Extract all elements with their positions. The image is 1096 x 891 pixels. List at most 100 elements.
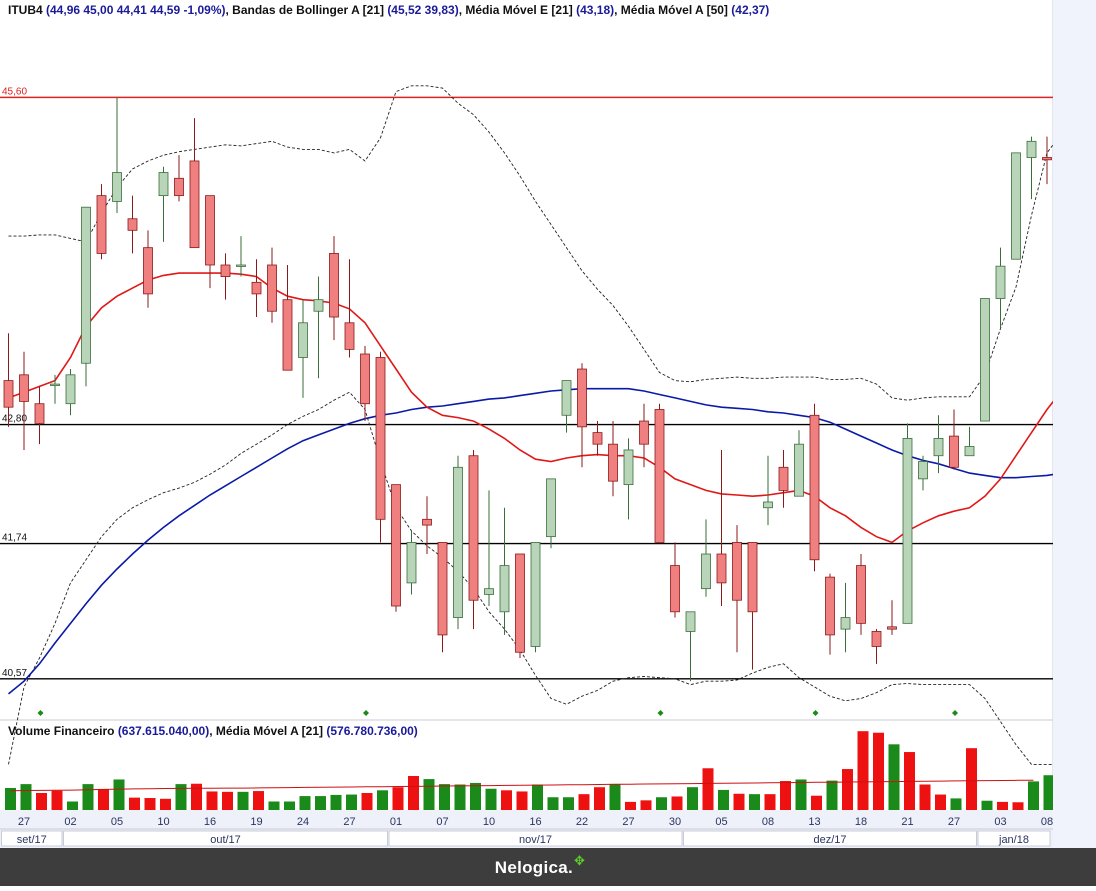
candle-body [654, 409, 665, 543]
date-tick-label: 27 [622, 816, 634, 828]
sma50-line [7, 387, 1079, 695]
date-tick-label: 24 [297, 816, 309, 828]
candle-body [732, 542, 742, 601]
date-tick-label: 16 [204, 816, 216, 828]
candle [670, 542, 680, 618]
candle-body [887, 626, 897, 630]
date-tick-label: 22 [576, 816, 588, 828]
volume-bar [842, 769, 853, 810]
candle [360, 345, 370, 422]
month-box [388, 830, 683, 847]
candle-body [918, 461, 928, 480]
candle-body [825, 576, 835, 636]
candle [220, 253, 231, 300]
candle-body [34, 403, 45, 424]
candle [65, 369, 76, 416]
volume-bar [98, 789, 109, 810]
spark-icon: ✥ [574, 853, 586, 868]
volume-bar [764, 794, 776, 810]
volume-bar [299, 796, 311, 810]
candle [158, 166, 169, 242]
candle-body [3, 380, 14, 408]
volume-bar [547, 797, 559, 810]
horizontal-line-label: 42,80 [2, 414, 27, 425]
candle [127, 195, 138, 254]
candle-body [267, 264, 277, 312]
volume-bar [191, 783, 202, 810]
volume-bar [346, 794, 357, 810]
candle [391, 484, 401, 612]
candle [887, 600, 897, 635]
volume-bar [144, 798, 156, 810]
candle [112, 97, 122, 213]
candle [995, 247, 1006, 329]
candle [530, 542, 541, 653]
candle [856, 553, 866, 635]
candle [685, 611, 696, 682]
candle-body [453, 466, 463, 618]
candle [406, 530, 417, 595]
price-panel-header: ITUB4 (44,96 45,00 44,41 44,59 -1,09%), … [8, 3, 770, 17]
volume-bar [222, 791, 233, 810]
month-box [1, 830, 63, 847]
candle-body [871, 631, 882, 647]
candle-body [670, 565, 680, 613]
volume-bar [330, 794, 342, 810]
candle [499, 507, 510, 635]
volume-bar [888, 744, 900, 810]
candle-body [468, 455, 479, 601]
volume-bar [656, 797, 667, 810]
candle-body [329, 253, 339, 318]
candle-body [964, 446, 975, 457]
volume-bar [113, 779, 125, 810]
volume-bar [578, 794, 590, 810]
candle [267, 247, 277, 323]
candle-body [81, 206, 91, 364]
volume-bar [36, 793, 47, 810]
volume-bar [470, 782, 481, 810]
date-tick-label: 13 [808, 816, 820, 828]
volume-value: (637.615.040,00) [117, 724, 210, 738]
volume-bar [997, 801, 1008, 810]
volume-bar [160, 798, 171, 810]
candle [964, 426, 975, 457]
candle [143, 230, 153, 308]
candle-body [546, 478, 556, 538]
price-axis-strip[interactable] [1053, 0, 1096, 848]
candle [809, 403, 820, 572]
candle-body [561, 380, 572, 416]
volume-bar [718, 789, 729, 810]
horizontal-line-label: 41,74 [2, 533, 27, 544]
candle [96, 184, 107, 260]
volume-bar [1028, 781, 1039, 810]
candle-body [856, 565, 866, 624]
candle-body [344, 322, 355, 350]
candle-body [949, 435, 959, 468]
candle [313, 276, 324, 379]
volume-bar [733, 793, 745, 810]
volume-ma-label: Média Móvel A [21] [215, 724, 324, 738]
candle-body [747, 542, 758, 613]
candle-body [484, 588, 494, 595]
volume-bar [284, 801, 295, 810]
candle [375, 351, 386, 543]
candle-body [995, 265, 1006, 299]
volume-bar [67, 801, 78, 810]
volume-bar [563, 797, 574, 810]
volume-bar [237, 791, 249, 810]
volume-bar [392, 787, 404, 810]
volume-bar [1043, 775, 1055, 810]
candle-body [902, 437, 913, 624]
volume-bar [516, 791, 528, 810]
candle [19, 351, 29, 450]
date-tick-label: 19 [250, 816, 262, 828]
brand-name: Nelogica [494, 858, 569, 877]
ema21-line [8, 272, 1079, 544]
month-label: set/17 [1, 830, 63, 847]
candle-body [499, 565, 510, 613]
candle [918, 455, 928, 491]
volume-bar [857, 731, 869, 810]
date-tick-label: 02 [64, 816, 76, 828]
